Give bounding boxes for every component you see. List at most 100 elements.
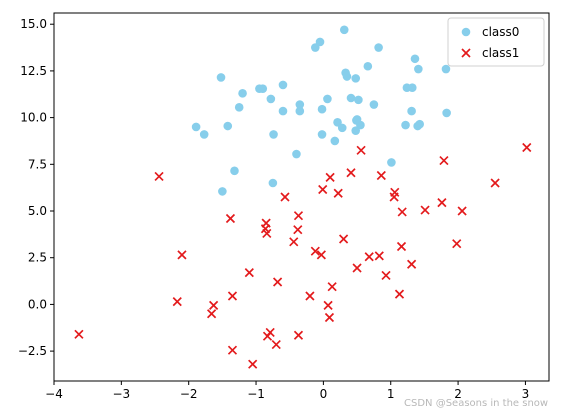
class0-point [369,100,379,109]
class1-point-stroke [437,198,447,208]
class0-point [351,74,361,83]
class0-point [238,89,247,98]
class0-point [266,94,276,104]
class0-point [323,94,332,104]
class1-point-stroke [327,282,337,292]
class1-point [206,309,217,319]
legend-label-class0: class0 [482,25,519,39]
class1-point [154,171,164,182]
class0-point [339,25,349,35]
class1-point-stroke [389,192,399,202]
class0-point [387,158,396,167]
class1-point-stroke [310,246,320,256]
class0-point [330,136,340,146]
class0-point [346,93,356,103]
class1-point [352,263,362,273]
class1-point [244,268,254,278]
class1-point-stroke [154,171,164,182]
y-tick-label: 5.0 [28,204,47,218]
y-tick-label: 12.5 [20,64,47,78]
class0-point [317,104,327,114]
legend-entry-class0: class0 [461,25,519,39]
class0-point [441,64,451,74]
x-tick-label: 3 [522,387,530,401]
x-tick-label: −4 [45,387,63,401]
y-axis: −2.5 0.0 2.5 5.0 7.5 10.0 12.5 15.0 [18,17,54,358]
class1-point [74,329,84,339]
class0-point [292,149,301,159]
class1-point-stroke [260,224,271,234]
class1-point [262,228,272,239]
class1-point-stroke [394,289,405,299]
class1-point [396,241,407,252]
class1-point [248,359,258,369]
class1-point [316,250,326,260]
x-tick-label: −2 [180,387,198,401]
class1-point [177,250,187,260]
x-tick-label: 2 [454,387,462,401]
class1-point [407,259,417,269]
class1-point-stroke [397,207,407,217]
class0-point [337,123,347,133]
class0-point [363,61,373,71]
class0-point [234,103,244,112]
class1-point [397,207,407,217]
class1-point-stroke [457,206,467,216]
class1-point [272,277,283,287]
class1-point-stroke [289,237,299,247]
series-class1 [74,142,532,369]
class1-point [225,213,236,224]
plot-marks [74,25,532,369]
class1-point [364,252,374,262]
legend: class0 class1 [447,17,545,67]
class1-point-stroke [305,291,315,301]
class1-point [333,188,343,198]
class0-point [199,130,209,139]
class0-point [414,64,423,74]
class1-point [227,345,238,355]
class1-point [327,282,337,292]
class0-point [223,121,233,131]
class0-point [442,108,451,118]
class0-point [295,100,305,109]
class1-point-stroke [262,331,273,341]
class1-point [324,312,335,323]
class1-point-stroke [364,252,374,262]
class0-point [354,95,363,105]
y-tick-label: 2.5 [28,251,47,265]
class1-point [374,251,384,261]
class0-point [317,130,327,139]
class0-point [230,166,239,176]
y-tick-label: 10.0 [20,111,47,125]
y-tick-label: 0.0 [28,297,47,311]
class1-point-stroke [262,228,272,239]
y-tick-label: −2.5 [18,344,47,358]
class1-point-stroke [74,329,84,339]
class1-point-stroke [209,300,219,310]
class0-point [401,120,410,130]
class1-point [376,170,386,181]
class1-point-stroke [356,145,366,155]
legend-label-class1: class1 [482,46,519,60]
class1-point-stroke [324,312,335,323]
class0-point [269,130,278,139]
class1-point [325,172,335,182]
class1-point [452,239,462,249]
class1-point-stroke [293,330,304,340]
x-tick-label: −3 [112,387,130,401]
class1-point-stroke [323,300,333,310]
series-class0 [191,25,451,196]
class1-point-stroke [522,142,532,153]
class0-point [374,43,383,52]
class1-point [293,225,303,235]
class1-point [305,291,315,301]
class1-point [439,155,449,166]
class1-point [280,192,290,202]
class0-point [407,106,416,116]
class0-point [315,37,325,47]
x-tick-label: 0 [320,387,328,401]
x-axis: −4 −3 −2 −1 0 1 2 3 [45,381,529,401]
class1-point-stroke [452,239,462,249]
